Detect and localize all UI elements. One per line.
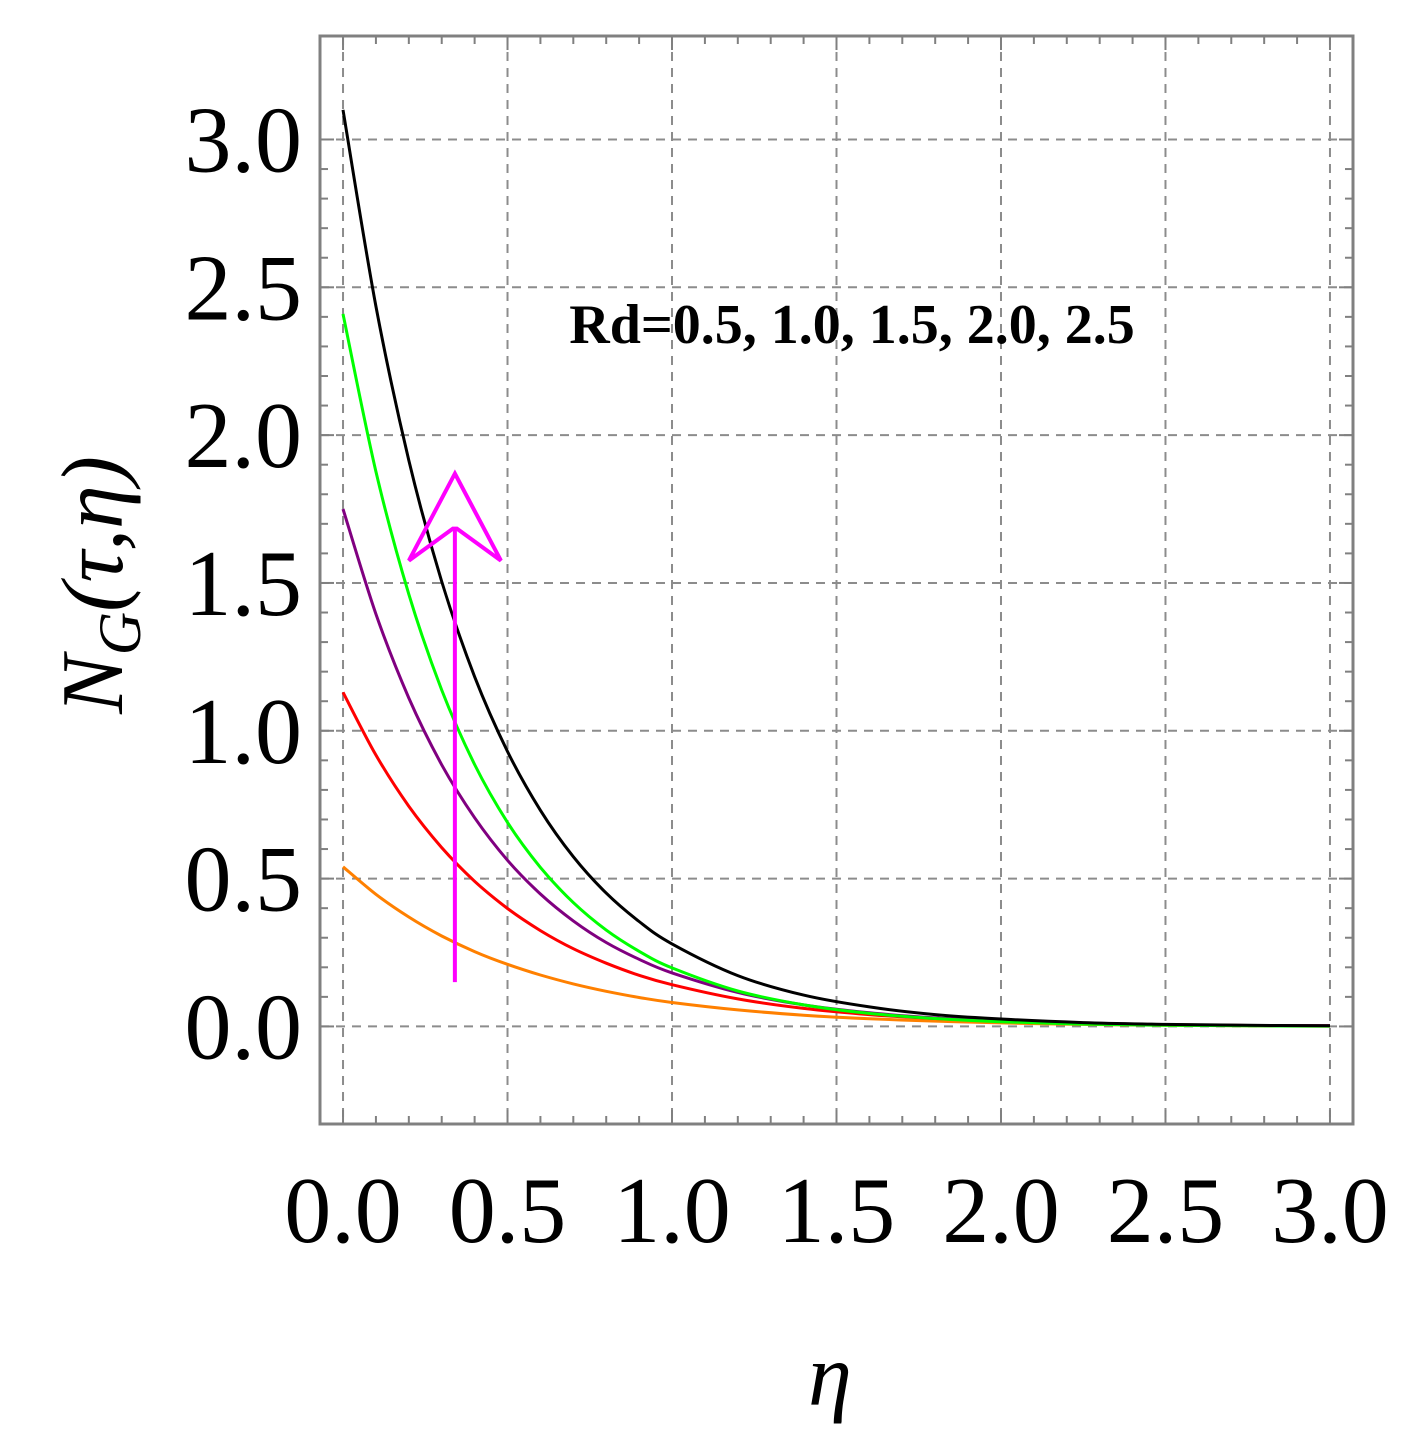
x-tick-label: 0.5 xyxy=(449,1159,567,1263)
y-tick-label: 3.0 xyxy=(185,88,303,192)
y-tick-label: 1.0 xyxy=(185,680,303,784)
y-tick-label: 1.5 xyxy=(185,532,303,636)
y-axis-label-sub: G xyxy=(87,612,153,655)
y-tick-label: 0.5 xyxy=(185,828,303,932)
grid-lines xyxy=(320,36,1353,1124)
x-tick-labels: 0.0 0.5 1.0 1.5 2.0 2.5 3.0 xyxy=(284,1159,1388,1263)
y-axis-label-main: N xyxy=(45,651,142,715)
x-tick-label: 2.0 xyxy=(942,1159,1060,1263)
x-tick-label: 1.5 xyxy=(778,1159,896,1263)
y-tick-label: 2.0 xyxy=(185,384,303,488)
arrow-head xyxy=(407,469,503,563)
y-tick-label: 2.5 xyxy=(185,236,303,340)
series-lines xyxy=(341,109,1331,1028)
svg-text:NG(τ,η): NG(τ,η) xyxy=(45,456,153,715)
x-tick-label: 1.0 xyxy=(613,1159,731,1263)
x-tick-label: 0.0 xyxy=(284,1159,402,1263)
y-axis-label: NG(τ,η) xyxy=(45,456,153,715)
y-axis-label-args: (τ,η) xyxy=(45,456,142,612)
x-tick-label: 3.0 xyxy=(1271,1159,1389,1263)
y-tick-label: 0.0 xyxy=(185,975,303,1079)
y-tick-labels: 0.0 0.5 1.0 1.5 2.0 2.5 3.0 xyxy=(185,88,303,1079)
x-axis-label: η xyxy=(808,1328,852,1425)
annotation-label: Rd=0.5, 1.0, 1.5, 2.0, 2.5 xyxy=(569,294,1135,356)
annotation-arrow xyxy=(407,469,503,983)
plot-frame xyxy=(318,34,1355,1126)
x-tick-label: 2.5 xyxy=(1107,1159,1225,1263)
series-line-5 xyxy=(341,109,1331,1028)
